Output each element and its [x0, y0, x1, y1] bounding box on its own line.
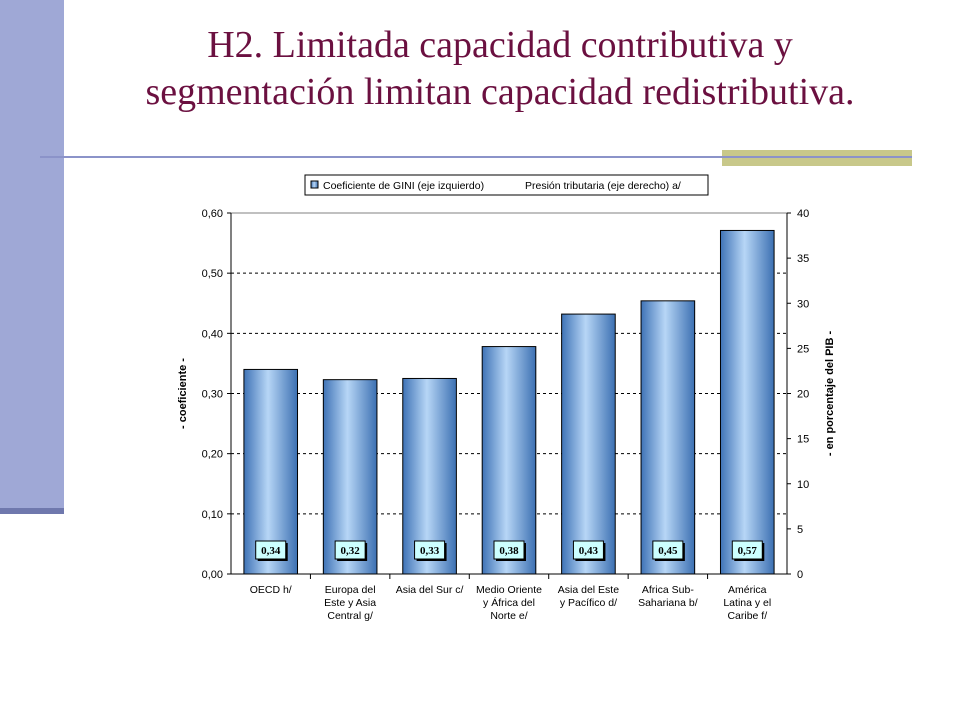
- decorative-side-bar: [0, 0, 64, 512]
- category-label: Asia del Sur c/: [396, 584, 464, 596]
- right-tick-label: 10: [797, 479, 809, 491]
- bar: [561, 313, 616, 575]
- left-tick-label: 0,50: [202, 268, 223, 280]
- left-tick-label: 0,30: [202, 389, 223, 401]
- left-axis-title: - coeficiente -: [177, 358, 189, 429]
- right-tick-label: 5: [797, 524, 803, 536]
- data-label: 0,34: [261, 545, 281, 557]
- data-label-box: [414, 540, 446, 560]
- category-label: Sahariana b/: [638, 597, 698, 609]
- category-label: América: [728, 584, 767, 596]
- title-rule-accent: [722, 150, 912, 166]
- data-label-box: [572, 540, 604, 560]
- bar: [243, 368, 299, 575]
- left-tick-label: 0,00: [202, 569, 223, 581]
- category-label: Central g/: [327, 610, 373, 622]
- bar: [719, 229, 775, 575]
- decorative-side-bar-shadow: [0, 508, 64, 514]
- left-tick-label: 0,10: [202, 509, 223, 521]
- data-label: 0,43: [579, 545, 599, 557]
- right-tick-label: 35: [797, 253, 809, 265]
- data-label: 0,57: [738, 545, 758, 557]
- data-label-box: [334, 540, 366, 560]
- category-label: y Pacífico d/: [560, 597, 617, 609]
- left-tick-label: 0,40: [202, 328, 223, 340]
- right-tick-label: 25: [797, 343, 809, 355]
- title-rule: [40, 156, 912, 158]
- right-tick-label: 40: [797, 208, 809, 220]
- category-label: Norte e/: [490, 610, 527, 622]
- category-label: Este y Asia: [324, 597, 376, 609]
- data-label: 0,32: [341, 545, 361, 557]
- right-tick-label: 30: [797, 298, 809, 310]
- gini-bar-chart: 0,00 0,10 0,20 0,30 0,40 0,50 0,60 0 5 10 15 20 25 30…: [177, 174, 836, 622]
- data-label-box: [255, 540, 287, 560]
- category-label: Africa Sub-: [642, 584, 694, 596]
- left-tick-label: 0,20: [202, 449, 223, 461]
- right-tick-label: 20: [797, 389, 809, 401]
- category-label: Latina y el: [723, 597, 771, 609]
- category-label: Asia del Este: [558, 584, 619, 596]
- slide-title: H2. Limitada capacidad contributiva y se…: [70, 22, 930, 116]
- right-tick-label: 0: [797, 569, 803, 581]
- bar: [481, 346, 537, 575]
- data-label: 0,45: [658, 545, 678, 557]
- category-label: OECD h/: [250, 584, 292, 596]
- category-label: Europa del: [325, 584, 376, 596]
- slide-title-line-1: H2. Limitada capacidad contributiva y: [207, 24, 793, 66]
- data-label-box: [652, 540, 684, 560]
- right-axis-title: - en porcentaje del PIB -: [824, 331, 836, 457]
- legend-swatch: [310, 180, 319, 189]
- data-label-box: [493, 540, 525, 560]
- category-label: Medio Oriente: [476, 584, 542, 596]
- data-label-box: [731, 540, 763, 560]
- right-tick-label: 15: [797, 434, 809, 446]
- left-tick-label: 0,60: [202, 208, 223, 220]
- slide-title-line-2: segmentación limitan capacidad redistrib…: [145, 71, 855, 113]
- bar: [640, 300, 696, 575]
- data-label: 0,33: [420, 545, 440, 557]
- data-label: 0,38: [499, 545, 519, 557]
- legend-item: Coeficiente de GINI (eje izquierdo): [323, 180, 484, 192]
- category-label: y África del: [483, 596, 535, 609]
- category-label: Caribe f/: [727, 610, 767, 622]
- legend-item: Presión tributaria (eje derecho) a/: [525, 180, 681, 192]
- legend-box: [304, 174, 709, 196]
